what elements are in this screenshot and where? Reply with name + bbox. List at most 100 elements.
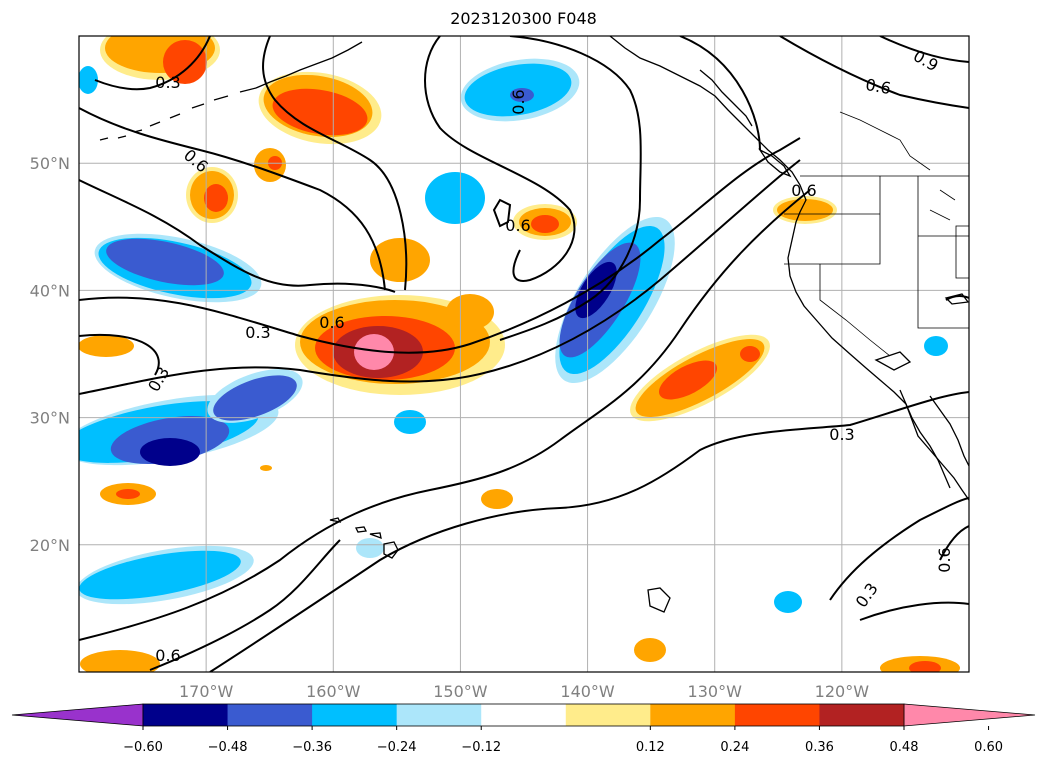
contour-labels: 0.30.60.60.30.60.30.60.60.60.90.30.60.30… <box>144 46 954 665</box>
island-2 <box>874 351 912 371</box>
contour-label: 0.6 <box>791 181 816 200</box>
vancouver-island <box>758 148 792 178</box>
contour-line <box>262 36 408 291</box>
negative-anomaly <box>356 538 384 558</box>
coastlines <box>99 36 969 613</box>
lon-tick-label: 170°W <box>179 682 234 701</box>
aleutian-islands <box>99 87 257 141</box>
negative-anomaly <box>510 88 534 102</box>
positive-anomaly <box>116 489 140 499</box>
contour-label: 0.6 <box>864 75 892 98</box>
positive-anomaly <box>909 661 941 672</box>
colorbar-extend-high <box>903 703 1036 727</box>
axis-tick-labels: 170°W 160°W 150°W 140°W 130°W 120°W 50°N 40°N 30… <box>30 154 870 701</box>
negative-anomaly <box>425 172 485 224</box>
colorbar-tick-label: −0.36 <box>292 740 332 755</box>
colorbar-segment <box>312 704 398 726</box>
island-1 <box>647 587 671 613</box>
lat-tick-label: 40°N <box>30 281 70 300</box>
lat-tick-label: 20°N <box>30 536 70 555</box>
graticule <box>79 36 969 672</box>
contour-line <box>79 189 811 641</box>
colorbar-tick-label: 0.60 <box>974 740 1003 755</box>
contour-line <box>79 159 801 395</box>
contour-label: 0.3 <box>829 425 854 444</box>
positive-anomaly <box>634 638 666 662</box>
colorbar-segment <box>565 704 651 726</box>
contour-line <box>79 334 160 376</box>
colorbar-tick-label: 0.12 <box>636 740 665 755</box>
colorbar-tick-label: 0.48 <box>890 740 919 755</box>
positive-anomaly <box>446 294 494 330</box>
contour-line <box>945 295 969 301</box>
colorbar-extend-low <box>11 703 144 727</box>
contour-lines <box>79 36 969 672</box>
positive-anomaly <box>531 215 559 233</box>
negative-anomaly <box>924 336 948 356</box>
negative-anomaly <box>140 438 200 466</box>
contour-line <box>859 601 969 621</box>
colorbar-segment <box>396 704 482 726</box>
hawaii-islands <box>329 517 399 559</box>
positive-anomaly <box>481 489 513 509</box>
colorbar-frame <box>142 703 905 727</box>
colorbar-segment <box>227 704 313 726</box>
positive-anomaly <box>370 238 430 282</box>
contour-line <box>879 36 969 63</box>
colorbar-segment <box>143 704 229 726</box>
contour-line <box>79 107 386 291</box>
positive-anomaly <box>354 334 394 370</box>
colorbar-tick-label: −0.12 <box>461 740 501 755</box>
positive-anomaly <box>740 346 760 362</box>
positive-anomaly <box>272 88 368 136</box>
colorbar-tick-label: 0.24 <box>720 740 749 755</box>
contour-line <box>939 525 969 561</box>
contour-label: 0.6 <box>319 313 344 332</box>
contour-line <box>492 198 512 228</box>
contour-label: 0.6 <box>505 216 530 235</box>
baja-peninsula <box>899 389 951 489</box>
gulf-of-california-coast <box>929 395 969 467</box>
alaska-peninsula <box>255 41 363 89</box>
colorbar-segment <box>650 704 736 726</box>
colorbar-tick-label: 0.36 <box>805 740 834 755</box>
contour-label: 0.3 <box>144 363 173 395</box>
lon-tick-label: 120°W <box>815 682 870 701</box>
map-title: 2023120300 F048 <box>450 9 597 28</box>
contour-label: 0.3 <box>852 579 882 611</box>
colorbar-tick-label: −0.60 <box>123 740 163 755</box>
negative-anomaly <box>79 550 241 600</box>
colorbar-tick-label: −0.24 <box>377 740 417 755</box>
lon-tick-label: 140°W <box>560 682 615 701</box>
contour-label: 0.3 <box>155 73 180 92</box>
negative-anomaly <box>213 375 297 421</box>
lat-tick-label: 30°N <box>30 409 70 428</box>
alaska-panhandle <box>699 69 753 127</box>
contour-line <box>779 36 969 109</box>
contour-line <box>79 179 396 293</box>
positive-anomaly <box>658 360 718 400</box>
colorbar-segment <box>481 704 567 726</box>
contour-line <box>94 36 211 91</box>
contour-line <box>149 539 341 671</box>
contour-label: 0.6 <box>509 89 528 114</box>
contour-label: 0.6 <box>935 547 954 572</box>
lat-tick-label: 50°N <box>30 154 70 173</box>
lon-tick-label: 150°W <box>433 682 488 701</box>
negative-anomaly <box>106 238 224 286</box>
lon-tick-label: 160°W <box>306 682 361 701</box>
lon-tick-label: 130°W <box>688 682 743 701</box>
colorbar-tick-label: −0.48 <box>208 740 248 755</box>
colorbar-segment <box>734 704 820 726</box>
positive-anomaly <box>204 184 228 212</box>
contour-line <box>424 36 576 282</box>
colorbar-segment <box>819 704 905 726</box>
positive-anomaly <box>80 650 160 672</box>
contour-label: 0.3 <box>245 323 270 342</box>
negative-anomaly <box>394 410 426 434</box>
negative-anomaly <box>79 66 98 94</box>
map-frame <box>78 35 970 673</box>
contour-line <box>79 137 801 354</box>
positive-anomaly <box>79 335 134 357</box>
